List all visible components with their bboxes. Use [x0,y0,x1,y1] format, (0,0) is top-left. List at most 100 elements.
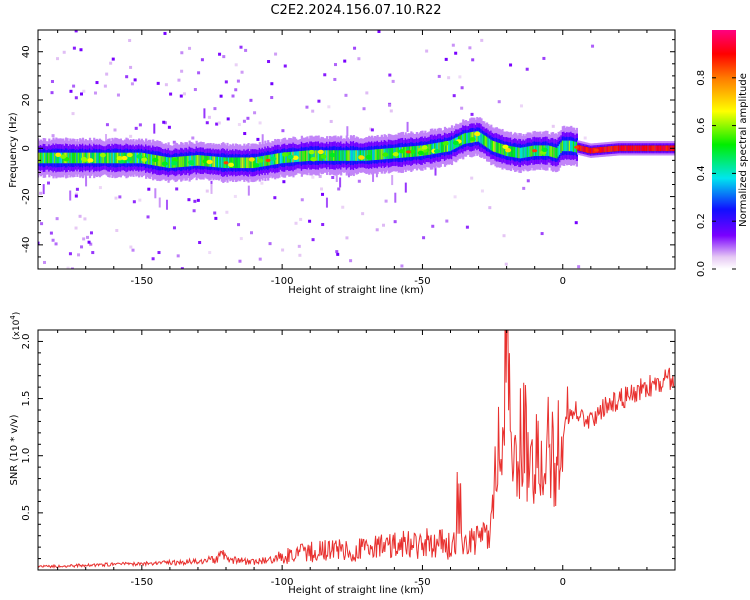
heatmap-band-core [589,147,593,154]
heatmap-blob [206,159,213,165]
heatmap-speckle [375,228,379,232]
heatmap-speckle [256,137,260,141]
heatmap-band-core [97,152,100,164]
heatmap-band-core [297,151,301,162]
heatmap-speckle [79,48,83,52]
heatmap-band-core [638,145,642,152]
heatmap-speckle [116,93,120,97]
heatmap-speckle [66,266,70,269]
heatmap-speckle [213,211,217,215]
heatmap-band-core [88,152,92,164]
heatmap-band-core [317,150,320,161]
heatmap-speckle [305,105,309,109]
heatmap-speckle [323,73,327,77]
heatmap-speckle [344,93,348,97]
heatmap-speckle [244,48,248,52]
spectrogram-xtick-label: -100 [271,276,294,287]
heatmap-band-core [623,145,626,152]
heatmap-band-core [526,146,529,158]
heatmap-band-core [587,147,590,153]
heatmap-band-core [571,140,574,152]
heatmap-streak [154,188,157,199]
heatmap-speckle [470,176,474,180]
heatmap-speckle [180,51,184,55]
heatmap-band-core [525,146,528,158]
heatmap-peak [223,161,229,165]
heatmap-band-core [94,152,97,164]
heatmap-band-core [79,152,82,164]
colorbar-tick-label: 0.4 [696,165,707,181]
heatmap-speckle [447,76,451,80]
heatmap-blob [365,154,372,160]
heatmap-blob [99,152,106,158]
heatmap-speckle [299,217,303,221]
heatmap-band-core [547,145,550,157]
heatmap-blob [187,160,194,165]
heatmap-speckle [98,186,102,190]
heatmap-band-core [102,152,106,164]
heatmap-band-core [356,150,360,161]
heatmap-speckle [82,237,86,241]
heatmap-blob [55,152,62,158]
spectrogram-ytick-label: -40 [21,237,32,253]
heatmap-speckle [164,83,168,87]
heatmap-speckle [388,103,392,107]
heatmap-band-core [149,154,152,165]
heatmap-band-core [135,152,138,164]
heatmap-band-core [617,145,621,152]
heatmap-band-core [52,152,55,164]
heatmap-band-core [561,140,564,152]
heatmap-band-core [488,138,491,150]
heatmap-speckle [80,245,84,249]
heatmap-streak [394,192,397,203]
heatmap-band-core [167,157,170,168]
heatmap-band-core [567,140,570,152]
heatmap-speckle [452,94,456,98]
heatmap-speckle [504,262,508,266]
heatmap-band-core [316,150,319,161]
heatmap-band-core [539,145,542,157]
heatmap-band-core [629,145,632,152]
heatmap-band-core [337,150,340,161]
heatmap-blob [87,158,94,163]
heatmap-band-core [490,139,493,151]
heatmap-speckle [283,64,287,68]
heatmap-band-core [342,150,346,161]
heatmap-speckle [336,252,340,256]
heatmap-band-core [389,148,392,159]
heatmap-speckle [297,244,301,248]
heatmap-speckle [74,30,78,33]
heatmap-blob [141,157,148,162]
heatmap-band-core [605,146,608,153]
heatmap-speckle [258,257,262,261]
heatmap-band-core [187,155,190,167]
heatmap-band-core [627,145,630,152]
heatmap-band-core [327,150,330,161]
heatmap-speckle [118,195,122,199]
heatmap-speckle [300,198,304,202]
heatmap-speckle [51,134,55,138]
heatmap-band-core [247,157,250,169]
heatmap-band-core [626,145,629,152]
heatmap-band-core [182,156,186,167]
heatmap-speckle [224,80,228,84]
heatmap-streak [404,182,407,193]
heatmap-streak [210,183,213,194]
colorbar-ticks: 0.0 0.2 0.4 0.6 0.8 [696,70,736,277]
heatmap-speckle [260,181,264,185]
heatmap-speckle [214,216,218,220]
heatmap-speckle [453,195,457,199]
heatmap-blob [270,156,277,161]
spectrogram-heatmap [38,30,675,269]
heatmap-blob [253,163,260,168]
heatmap-band-core [48,152,51,164]
heatmap-band-core [512,146,515,158]
heatmap-speckle [445,219,449,223]
heatmap-speckle [274,52,278,56]
heatmap-band-core [195,155,198,166]
heatmap-speckle [460,106,464,110]
heatmap-band-core [254,157,257,168]
heatmap-speckle [250,231,254,235]
heatmap-speckle [103,84,107,88]
